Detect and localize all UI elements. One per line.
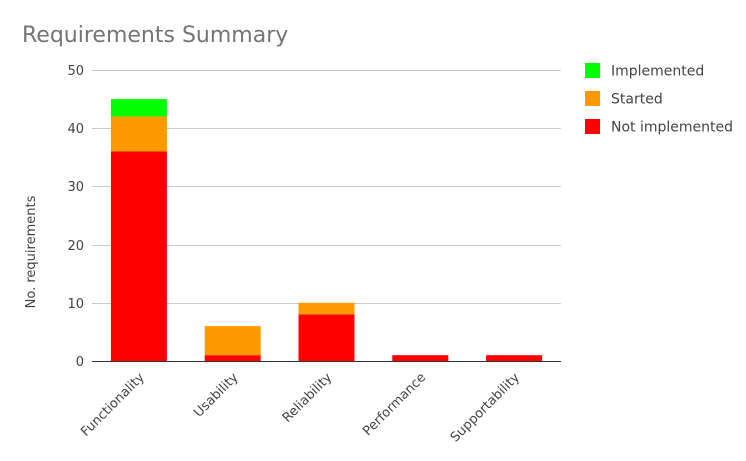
legend-label: Not implemented: [611, 120, 733, 136]
chart-title: Requirements Summary: [22, 23, 288, 48]
x-axis-categories: Functionality Usability Reliability Perform…: [78, 370, 523, 445]
legend: Implemented Started Not implemented: [585, 63, 733, 136]
y-tick-label: 30: [67, 180, 84, 195]
grid-lines: [92, 70, 561, 304]
bar-segment: [298, 302, 355, 315]
legend-swatch: [585, 119, 600, 134]
legend-label: Implemented: [611, 64, 704, 80]
x-category-label: Performance: [360, 370, 429, 439]
x-category-label: Functionality: [78, 370, 148, 440]
y-tick-label: 40: [67, 122, 84, 137]
y-tick-label: 0: [76, 355, 84, 370]
bar-segment: [486, 355, 543, 361]
y-tick-label: 10: [67, 297, 84, 312]
y-axis-ticks: 0 10 20 30 40 50: [67, 64, 84, 370]
bar-segment: [298, 314, 355, 361]
x-category-label: Reliability: [280, 370, 336, 426]
bar-segment: [110, 151, 167, 361]
bar-segment: [204, 326, 261, 356]
y-tick-label: 50: [67, 64, 84, 79]
y-axis-label: No. requirements: [24, 195, 39, 308]
x-category-label: Supportability: [448, 370, 523, 445]
legend-swatch: [585, 63, 600, 78]
y-tick-label: 20: [67, 239, 84, 254]
bars: [110, 99, 543, 361]
bar-segment: [110, 99, 167, 117]
bar-segment: [110, 116, 167, 152]
x-category-label: Usability: [191, 370, 242, 421]
bar-segment: [204, 355, 261, 361]
legend-label: Started: [611, 92, 663, 108]
bar-segment: [392, 355, 449, 361]
legend-swatch: [585, 91, 600, 106]
